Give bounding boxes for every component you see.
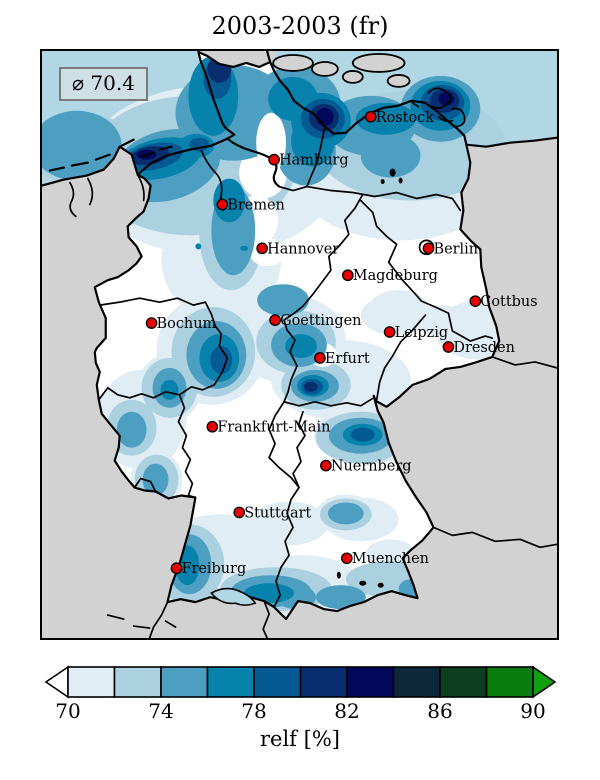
colorbar-over-arrow xyxy=(532,665,557,699)
city-label-rostock: Rostock xyxy=(376,110,435,126)
city-dot-bremen xyxy=(216,198,229,211)
city-label-berlin: Berlin xyxy=(433,241,478,257)
colorbar-segment-5 xyxy=(253,666,302,698)
city-label-bremen: Bremen xyxy=(227,197,285,213)
colorbar-segment-6 xyxy=(299,666,348,698)
city-dot-rostock xyxy=(364,110,377,123)
city-label-muenchen: Muenchen xyxy=(352,551,429,567)
colorbar-segment-8 xyxy=(392,666,441,698)
city-label-erfurt: Erfurt xyxy=(325,351,370,367)
colorbar-segment-2 xyxy=(113,666,162,698)
state-borders xyxy=(97,125,494,608)
colorbar xyxy=(44,665,557,699)
city-label-cottbus: Cottbus xyxy=(480,294,537,310)
colorbar-segment-4 xyxy=(206,666,255,698)
colorbar-segment-1 xyxy=(67,666,116,698)
city-label-hamburg: Hamburg xyxy=(279,153,349,169)
city-dot-muenchen xyxy=(340,552,353,565)
colorbar-segment-3 xyxy=(160,666,209,698)
city-dot-dresden xyxy=(442,341,455,353)
city-dot-hamburg xyxy=(268,153,280,166)
colorbar-ticks: 70 74 78 82 86 90 xyxy=(0,699,600,725)
city-dot-freiburg xyxy=(170,562,183,575)
city-label-leipzig: Leipzig xyxy=(395,325,448,341)
city-dot-erfurt xyxy=(314,352,326,364)
city-label-magdeburg: Magdeburg xyxy=(353,268,438,284)
city-dot-goettingen xyxy=(269,314,281,326)
city-dot-bochum xyxy=(145,317,158,329)
colorbar-tick-86: 86 xyxy=(427,699,453,723)
city-label-goettingen: Goettingen xyxy=(280,313,361,329)
city-label-stuttgart: Stuttgart xyxy=(244,505,311,521)
colorbar-under-arrow xyxy=(44,665,69,699)
colorbar-label: relf [%] xyxy=(260,727,340,751)
city-label-frankfurt-main: Frankfurt-Main xyxy=(217,420,330,436)
colorbar-tick-74: 74 xyxy=(148,699,174,723)
city-dot-nuernberg xyxy=(320,459,332,472)
colorbar-tick-78: 78 xyxy=(241,699,267,723)
colorbar-tick-70: 70 xyxy=(55,699,81,723)
colorbar-segment-9 xyxy=(439,666,488,698)
average-value-box: ⌀ 70.4 xyxy=(59,67,148,101)
city-dot-frankfurt-main xyxy=(206,420,219,433)
city-dot-cottbus xyxy=(469,295,482,307)
city-dot-leipzig xyxy=(383,326,396,338)
chart-title: 2003-2003 (fr) xyxy=(211,12,389,40)
colorbar-tick-90: 90 xyxy=(520,699,546,723)
city-label-nuernberg: Nuernberg xyxy=(331,459,412,475)
denmark-land xyxy=(198,51,411,88)
city-dot-berlin xyxy=(422,242,435,255)
city-dot-stuttgart xyxy=(233,506,246,519)
city-markers: Rostock Hamburg Bremen Hannover Berlin Magdeb… xyxy=(145,110,538,577)
lakes xyxy=(210,168,403,606)
colorbar-segments xyxy=(67,666,534,698)
colorbar-segment-7 xyxy=(346,666,395,698)
colorbar-tick-82: 82 xyxy=(334,699,360,723)
germany-map: Rostock Hamburg Bremen Hannover Berlin Magdeb… xyxy=(42,51,557,638)
colorbar-segment-10 xyxy=(485,666,534,698)
city-dot-magdeburg xyxy=(341,269,354,282)
city-label-bochum: Bochum xyxy=(157,316,217,332)
city-label-hannover: Hannover xyxy=(267,241,339,257)
coastlines-and-borders xyxy=(42,51,557,638)
city-label-freiburg: Freiburg xyxy=(181,561,246,577)
city-label-dresden: Dresden xyxy=(453,340,515,356)
city-dot-hannover xyxy=(256,242,268,255)
map-frame: Rostock Hamburg Bremen Hannover Berlin Magdeb… xyxy=(40,49,559,640)
